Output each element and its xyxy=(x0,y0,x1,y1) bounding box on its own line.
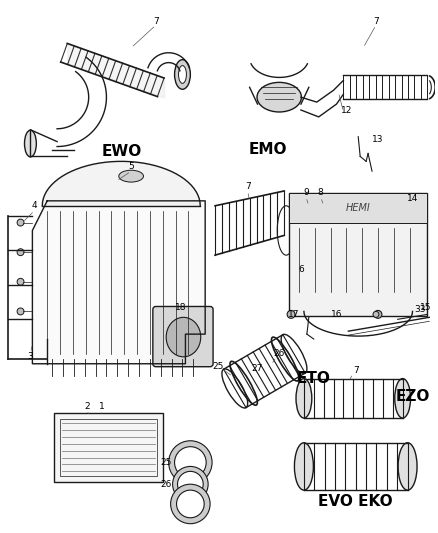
Ellipse shape xyxy=(395,378,410,418)
Text: 2: 2 xyxy=(84,402,89,411)
Text: 33: 33 xyxy=(415,305,426,314)
Ellipse shape xyxy=(373,311,379,317)
Ellipse shape xyxy=(374,310,382,318)
Ellipse shape xyxy=(171,484,210,524)
Ellipse shape xyxy=(119,170,144,182)
Ellipse shape xyxy=(281,334,307,374)
Text: 8: 8 xyxy=(318,189,324,197)
Text: 3: 3 xyxy=(28,352,33,361)
Text: 13: 13 xyxy=(372,135,384,144)
Text: 25: 25 xyxy=(212,362,224,371)
Ellipse shape xyxy=(222,369,247,408)
Text: EWO: EWO xyxy=(101,144,141,159)
Ellipse shape xyxy=(175,60,191,89)
FancyBboxPatch shape xyxy=(153,306,213,367)
Ellipse shape xyxy=(177,471,203,497)
Ellipse shape xyxy=(17,219,24,226)
Text: EZO: EZO xyxy=(396,389,430,404)
Text: 7: 7 xyxy=(373,17,379,26)
Text: 7: 7 xyxy=(153,17,159,26)
Text: 18: 18 xyxy=(175,303,186,312)
Text: 7: 7 xyxy=(353,366,359,375)
Text: 16: 16 xyxy=(331,310,342,319)
Ellipse shape xyxy=(173,466,208,502)
Ellipse shape xyxy=(388,201,424,237)
Ellipse shape xyxy=(17,249,24,256)
Text: 9: 9 xyxy=(303,189,309,197)
Polygon shape xyxy=(32,201,205,364)
Polygon shape xyxy=(42,161,200,206)
Ellipse shape xyxy=(175,447,206,478)
Bar xyxy=(289,193,427,223)
Text: ETO: ETO xyxy=(297,371,331,386)
Ellipse shape xyxy=(398,443,417,490)
Ellipse shape xyxy=(287,310,295,318)
Bar xyxy=(60,419,157,477)
Text: EMO: EMO xyxy=(248,142,286,157)
Text: 5: 5 xyxy=(128,162,134,171)
Ellipse shape xyxy=(169,441,212,484)
Text: HEMI: HEMI xyxy=(346,203,371,213)
Bar xyxy=(289,193,427,317)
Bar xyxy=(54,413,163,482)
Ellipse shape xyxy=(257,83,301,112)
Ellipse shape xyxy=(296,378,312,418)
Ellipse shape xyxy=(17,308,24,315)
Text: 4: 4 xyxy=(32,201,37,211)
Text: 6: 6 xyxy=(298,265,304,274)
Ellipse shape xyxy=(396,209,416,229)
Ellipse shape xyxy=(294,443,313,490)
Text: 1: 1 xyxy=(99,402,104,411)
Text: 15: 15 xyxy=(420,303,431,312)
Text: 14: 14 xyxy=(407,195,418,204)
Text: 17: 17 xyxy=(288,310,300,319)
Ellipse shape xyxy=(17,278,24,285)
Text: 12: 12 xyxy=(341,106,352,115)
Text: 25: 25 xyxy=(160,458,171,467)
Text: 27: 27 xyxy=(252,364,263,373)
Ellipse shape xyxy=(166,317,201,357)
Ellipse shape xyxy=(177,490,204,518)
Text: 26: 26 xyxy=(160,480,171,489)
Text: EVO EKO: EVO EKO xyxy=(318,495,392,510)
Ellipse shape xyxy=(25,130,36,157)
Text: 26: 26 xyxy=(274,349,285,358)
Text: 7: 7 xyxy=(245,182,251,190)
Ellipse shape xyxy=(179,66,187,83)
